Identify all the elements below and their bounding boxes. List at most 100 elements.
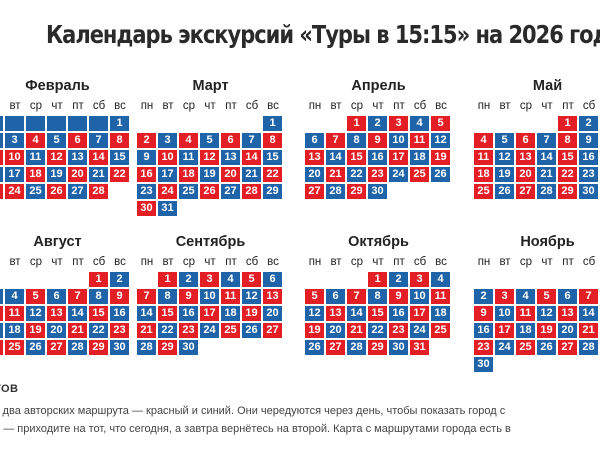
day-cell-blue-route: 18 [410, 150, 429, 165]
day-cell-blue-route: 6 [305, 133, 324, 148]
weekday-label: пн [477, 100, 491, 112]
day-cell-blue-route: 18 [221, 306, 240, 321]
day-cell-red-route: 9 [368, 133, 387, 148]
weekday-label: вт [162, 256, 174, 268]
day-cell-blue-route [0, 323, 3, 338]
day-cell-red-route: 15 [158, 306, 177, 321]
day-cell-blue-route: 28 [326, 184, 345, 199]
weekday-label: пн [140, 100, 154, 112]
day-cell-red-route: 20 [221, 167, 240, 182]
day-cell-blue-route: 10 [495, 306, 514, 321]
day-cell-blue-route: 28 [537, 184, 556, 199]
day-cell-red-route: 29 [158, 340, 177, 355]
day-cell-red-route: 27 [47, 340, 66, 355]
day-cell-red-route: 15 [89, 306, 108, 321]
weekday-label: сб [245, 256, 259, 268]
day-cell-red-route: 19 [242, 306, 261, 321]
day-cell-red-route: 11 [410, 133, 429, 148]
weekday-label: вс [267, 256, 279, 268]
weekday-label: вс [114, 256, 126, 268]
day-cell-red-route: 17 [389, 150, 408, 165]
day-cell-blue-route: 25 [179, 184, 198, 199]
day-cell-red-route: 7 [137, 289, 156, 304]
day-cell-blue-route: 16 [368, 150, 387, 165]
day-cell-red-route: 14 [89, 150, 108, 165]
day-cell-blue-route: 30 [474, 357, 493, 372]
day-cell-blue-route: 12 [26, 306, 45, 321]
day-cell-red-route: 8 [263, 133, 282, 148]
day-cell-red-route: 1 [158, 272, 177, 287]
weekday-label: сб [92, 256, 106, 268]
day-cell-red-route: 6 [221, 133, 240, 148]
weekday-label: пн [0, 256, 4, 268]
weekday-label: сб [92, 100, 106, 112]
day-cell-blue-route: 25 [26, 184, 45, 199]
day-cell-red-route: 31 [410, 340, 429, 355]
weekday-label: вт [330, 100, 342, 112]
weekday-label: пн [477, 256, 491, 268]
day-cell-blue-route: 30 [110, 340, 129, 355]
month-name: Февраль [25, 78, 90, 94]
day-cell-red-route: 11 [5, 306, 24, 321]
day-cell-blue-route: 20 [263, 306, 282, 321]
weekday-label: вт [499, 256, 511, 268]
day-cell-red-route: 25 [221, 323, 240, 338]
day-cell-red-route: 13 [47, 306, 66, 321]
day-cell-blue-route: 7 [537, 133, 556, 148]
day-cell-red-route: 4 [474, 133, 493, 148]
day-cell-blue-route: 21 [537, 167, 556, 182]
day-cell-red-route: 16 [137, 167, 156, 182]
weekday-label: сб [582, 256, 596, 268]
weekday-label: чт [51, 100, 63, 112]
day-cell-red-route: 3 [389, 116, 408, 131]
day-cell-red-route: 29 [558, 184, 577, 199]
day-cell-blue-route: 22 [89, 323, 108, 338]
day-cell-blue-route: 22 [347, 167, 366, 182]
day-cell-blue-route: 12 [537, 306, 556, 321]
day-cell-blue-route: 26 [26, 340, 45, 355]
day-cell-blue-route [0, 133, 3, 148]
day-cell-red-route: 20 [68, 167, 87, 182]
day-cell-red-route: 24 [158, 184, 177, 199]
day-cell-blue-route: 14 [137, 306, 156, 321]
day-cell-blue-route: 30 [179, 340, 198, 355]
day-cell-red-route: 15 [558, 150, 577, 165]
weekday-label: пт [393, 256, 405, 268]
weekday-label: вс [435, 256, 447, 268]
day-cell-red-route: 14 [242, 150, 261, 165]
day-cell-blue-route: 17 [5, 167, 24, 182]
day-cell-red-route: 26 [200, 184, 219, 199]
day-cell-blue-route: 4 [5, 289, 24, 304]
page-title: Календарь экскурсий «Туры в 15:15» на 20… [46, 20, 600, 49]
day-cell-red-route: 23 [474, 340, 493, 355]
month-name: Октябрь [348, 234, 409, 250]
day-cell-blue-route: 26 [305, 340, 324, 355]
day-cell-red-route [0, 340, 3, 355]
day-cell-blue-route [47, 116, 66, 131]
day-cell-red-route: 6 [68, 133, 87, 148]
weekday-label: ср [29, 256, 43, 268]
day-cell-red-route: 22 [110, 167, 129, 182]
day-cell-red-route: 5 [431, 116, 450, 131]
weekday-label: вт [162, 100, 174, 112]
day-cell-red-route: 27 [305, 184, 324, 199]
day-cell-blue-route: 24 [200, 323, 219, 338]
weekday-label: ср [350, 256, 364, 268]
day-cell-red-route: 1 [558, 116, 577, 131]
day-cell-red-route: 19 [537, 323, 556, 338]
weekday-label: чт [541, 256, 553, 268]
day-cell-red-route: 11 [431, 289, 450, 304]
day-cell-blue-route: 2 [368, 116, 387, 131]
day-cell-blue-route [89, 116, 108, 131]
day-cell-blue-route: 1 [110, 116, 129, 131]
day-cell-red-route: 7 [326, 133, 345, 148]
day-cell-blue-route: 8 [89, 289, 108, 304]
day-cell-blue-route: 24 [495, 340, 514, 355]
weekday-label: пн [308, 256, 322, 268]
day-cell-red-route: 4 [179, 133, 198, 148]
weekday-label: ср [519, 100, 533, 112]
day-cell-blue-route: 1 [263, 116, 282, 131]
weekday-label: ср [29, 100, 43, 112]
day-cell-red-route: 12 [47, 150, 66, 165]
day-cell-red-route: 13 [326, 306, 345, 321]
